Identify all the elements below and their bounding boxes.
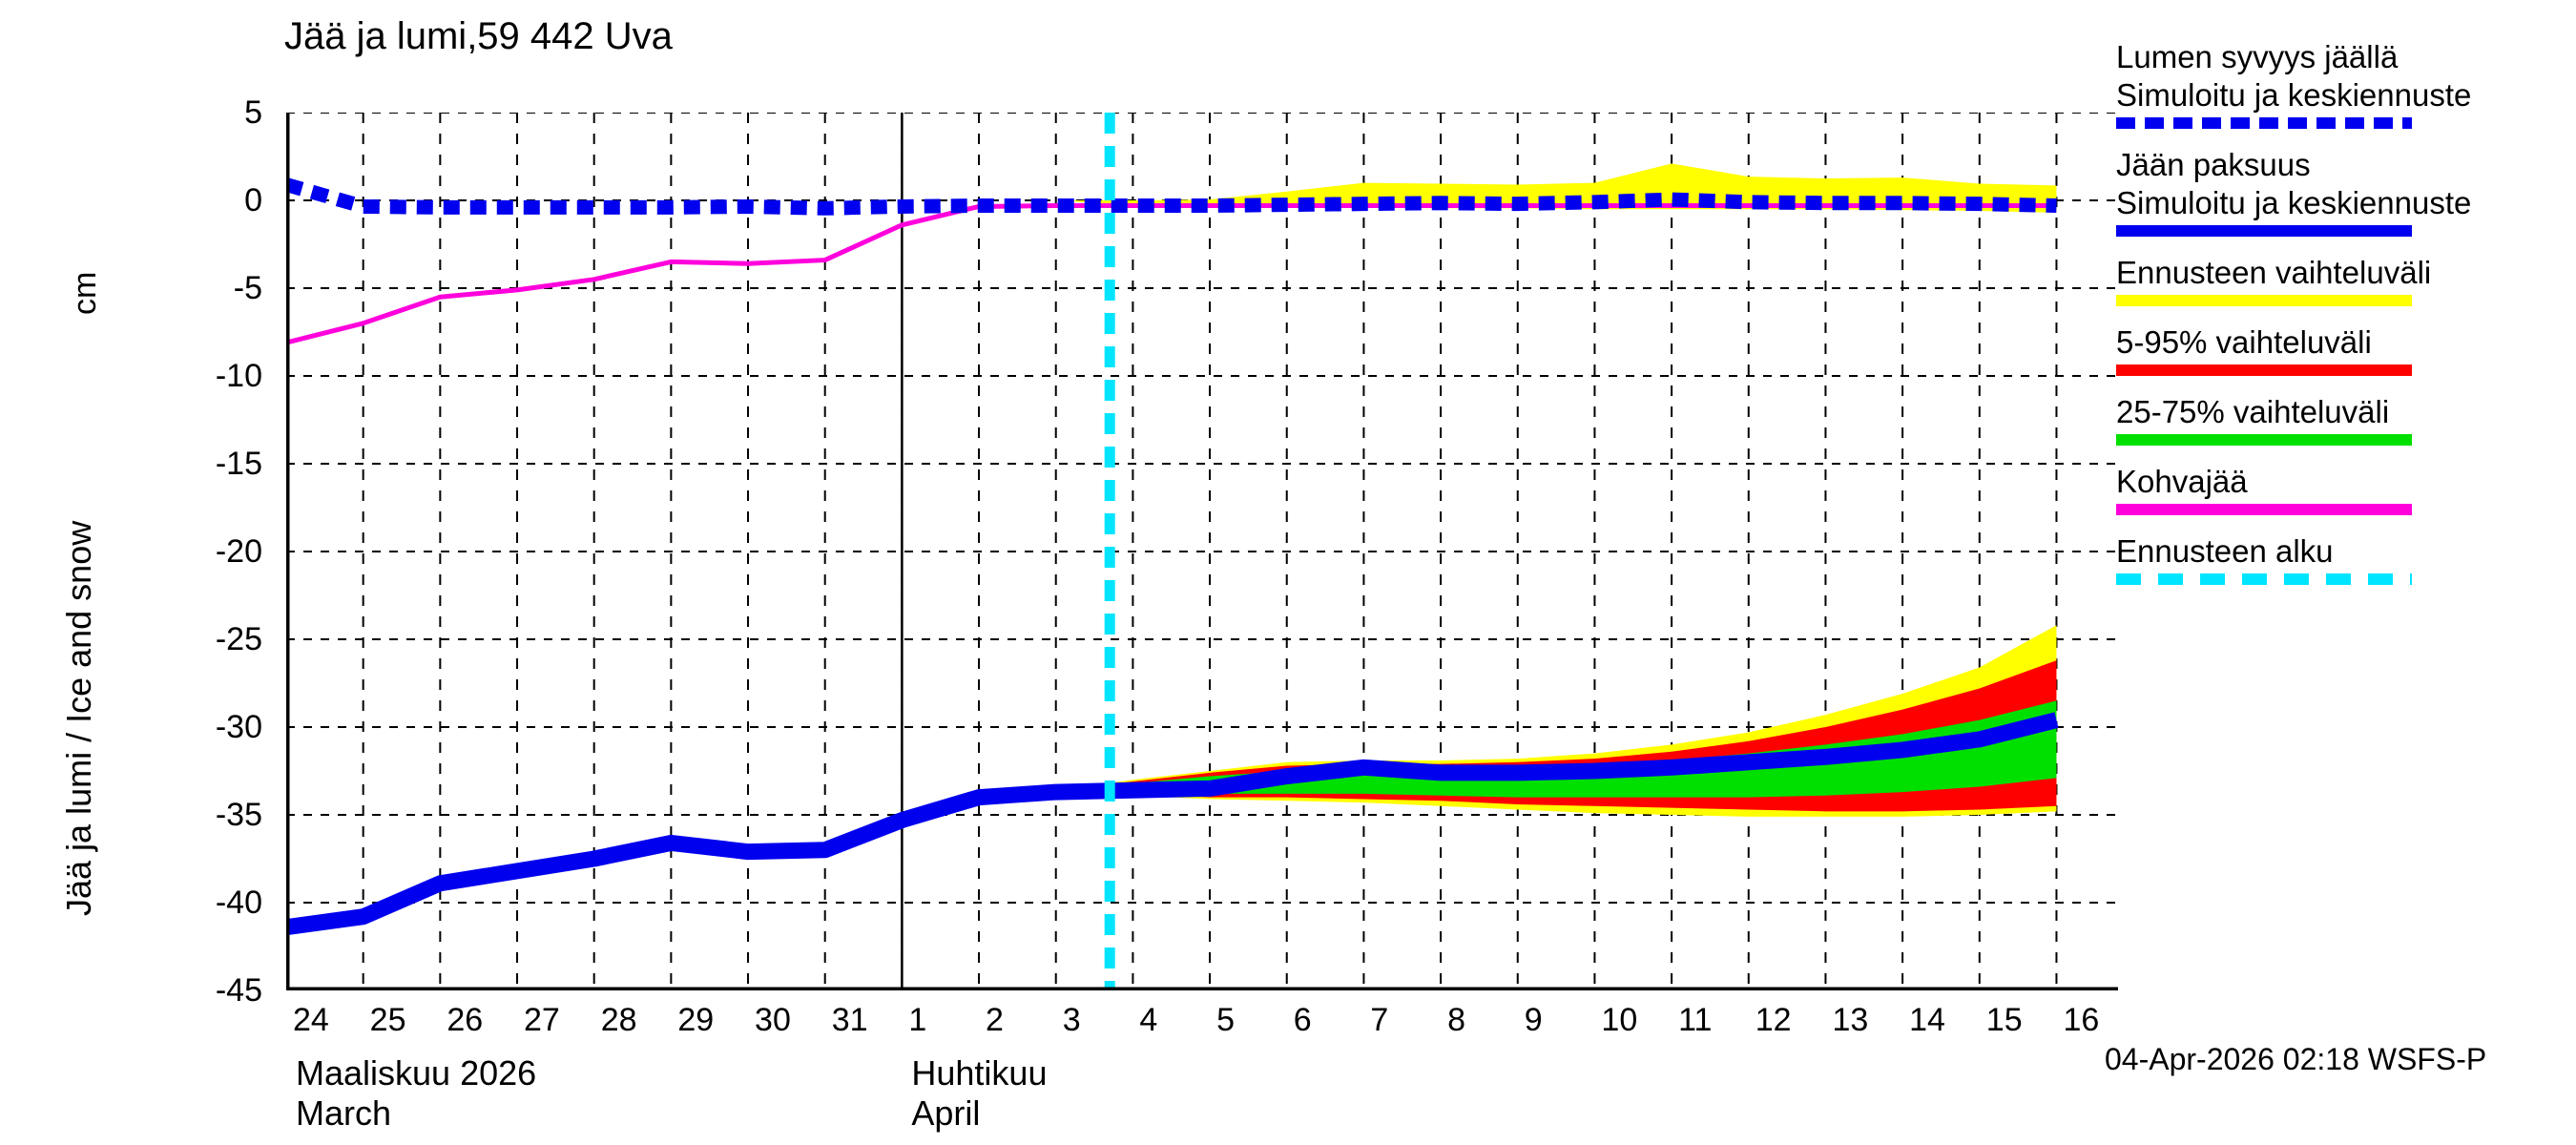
x-axis-tick-label: 26 bbox=[447, 1002, 484, 1038]
y-axis-tick-label: 5 bbox=[244, 94, 262, 131]
series-line-slush-ice bbox=[286, 203, 2057, 345]
x-axis-tick-label: 14 bbox=[1909, 1002, 1945, 1038]
x-axis-tick-label: 30 bbox=[755, 1002, 791, 1038]
x-axis-tick-label: 31 bbox=[831, 1002, 868, 1038]
legend-sublabel: Simuloitu ja keskiennuste bbox=[2116, 185, 2472, 220]
y-axis-tick-label: 0 bbox=[244, 182, 262, 219]
legend-swatch-slush-ice bbox=[2116, 504, 2412, 515]
y-axis-tick-label: -15 bbox=[215, 446, 262, 482]
x-axis-tick-label: 9 bbox=[1524, 1002, 1543, 1038]
x-axis-tick-label: 8 bbox=[1447, 1002, 1465, 1038]
timestamp-label: 04-Apr-2026 02:18 WSFS-P bbox=[2105, 1042, 2487, 1076]
legend-swatch-forecast-start bbox=[2116, 573, 2412, 585]
x-axis-tick-label: 5 bbox=[1216, 1002, 1235, 1038]
legend-label: Lumen syvyys jäällä bbox=[2116, 39, 2399, 74]
x-axis-tick-label: 6 bbox=[1293, 1002, 1312, 1038]
legend-swatch-range-5-95 bbox=[2116, 364, 2412, 376]
legend-label: 5-95% vaihteluväli bbox=[2116, 324, 2372, 360]
x-axis-tick-label: 10 bbox=[1601, 1002, 1638, 1038]
x-axis-tick-label: 24 bbox=[293, 1002, 329, 1038]
chart-legend: Lumen syvyys jäällä Simuloitu ja keskienn… bbox=[2116, 38, 2565, 602]
legend-label: Jään paksuus bbox=[2116, 147, 2311, 182]
legend-item-slush-ice: Kohvajää bbox=[2116, 463, 2565, 515]
x-axis-tick-label: 4 bbox=[1139, 1002, 1158, 1038]
legend-swatch-snow-depth-on-ice bbox=[2116, 117, 2412, 129]
x-axis-tick-label: 28 bbox=[600, 1002, 637, 1038]
month-label-en: March bbox=[296, 1093, 392, 1133]
legend-item-forecast-range: Ennusteen vaihteluväli bbox=[2116, 254, 2565, 306]
series-line-ice-thickness bbox=[286, 712, 2059, 936]
legend-item-range-25-75: 25-75% vaihteluväli bbox=[2116, 393, 2565, 446]
x-axis-tick-label: 3 bbox=[1062, 1002, 1081, 1038]
legend-swatch-range-25-75 bbox=[2116, 434, 2412, 446]
x-axis-tick-label: 12 bbox=[1755, 1002, 1792, 1038]
legend-sublabel: Simuloitu ja keskiennuste bbox=[2116, 77, 2472, 113]
legend-item-range-5-95: 5-95% vaihteluväli bbox=[2116, 323, 2565, 376]
legend-label: Kohvajää bbox=[2116, 464, 2248, 499]
month-label-en: April bbox=[911, 1093, 981, 1133]
plot-area bbox=[286, 113, 2118, 990]
y-axis-tick-label: -30 bbox=[215, 709, 262, 745]
y-axis-tick-label: -20 bbox=[215, 533, 262, 570]
y-axis-tick-label: -10 bbox=[215, 358, 262, 394]
legend-item-snow-depth-on-ice: Lumen syvyys jäällä Simuloitu ja keskienn… bbox=[2116, 38, 2565, 129]
y-axis-tick-label: -25 bbox=[215, 621, 262, 657]
month-label-fi: Huhtikuu bbox=[911, 1053, 1048, 1093]
x-axis-tick-label: 11 bbox=[1678, 1002, 1713, 1038]
x-axis-tick-label: 7 bbox=[1370, 1002, 1389, 1038]
x-axis-tick-label: 1 bbox=[908, 1002, 927, 1038]
x-axis-tick-label: 13 bbox=[1832, 1002, 1869, 1038]
legend-label: 25-75% vaihteluväli bbox=[2116, 394, 2390, 429]
chart-title: Jää ja lumi,59 442 Uva bbox=[284, 15, 673, 57]
legend-label: Ennusteen vaihteluväli bbox=[2116, 255, 2432, 290]
legend-item-forecast-start: Ennusteen alku bbox=[2116, 532, 2565, 585]
month-label-fi: Maaliskuu 2026 bbox=[296, 1053, 537, 1093]
x-axis-tick-label: 2 bbox=[986, 1002, 1004, 1038]
y-axis-tick-label: -5 bbox=[233, 270, 262, 306]
month-label-block: Huhtikuu April bbox=[911, 1053, 1047, 1134]
x-axis-tick-label: 15 bbox=[1985, 1002, 2023, 1038]
month-label-block: Maaliskuu 2026 March bbox=[296, 1053, 536, 1134]
series-line-snow-depth bbox=[286, 177, 2057, 216]
x-axis-tick-label: 25 bbox=[369, 1002, 406, 1038]
legend-label: Ennusteen alku bbox=[2116, 533, 2334, 569]
y-axis-tick-label: -45 bbox=[215, 972, 262, 1009]
legend-swatch-ice-thickness bbox=[2116, 225, 2412, 237]
legend-swatch-forecast-range bbox=[2116, 295, 2412, 306]
x-axis-tick-label: 27 bbox=[524, 1002, 560, 1038]
y-axis-unit-label: cm bbox=[67, 271, 103, 315]
y-axis-tick-label: -40 bbox=[215, 885, 262, 921]
x-axis-tick-label: 29 bbox=[677, 1002, 715, 1038]
y-axis-tick-label: -35 bbox=[215, 797, 262, 833]
plot-svg bbox=[286, 113, 2118, 990]
x-axis-tick-label: 16 bbox=[2063, 1002, 2100, 1038]
legend-item-ice-thickness: Jään paksuus Simuloitu ja keskiennuste bbox=[2116, 146, 2565, 237]
y-axis-title: Jää ja lumi / Ice and snow bbox=[59, 520, 98, 916]
